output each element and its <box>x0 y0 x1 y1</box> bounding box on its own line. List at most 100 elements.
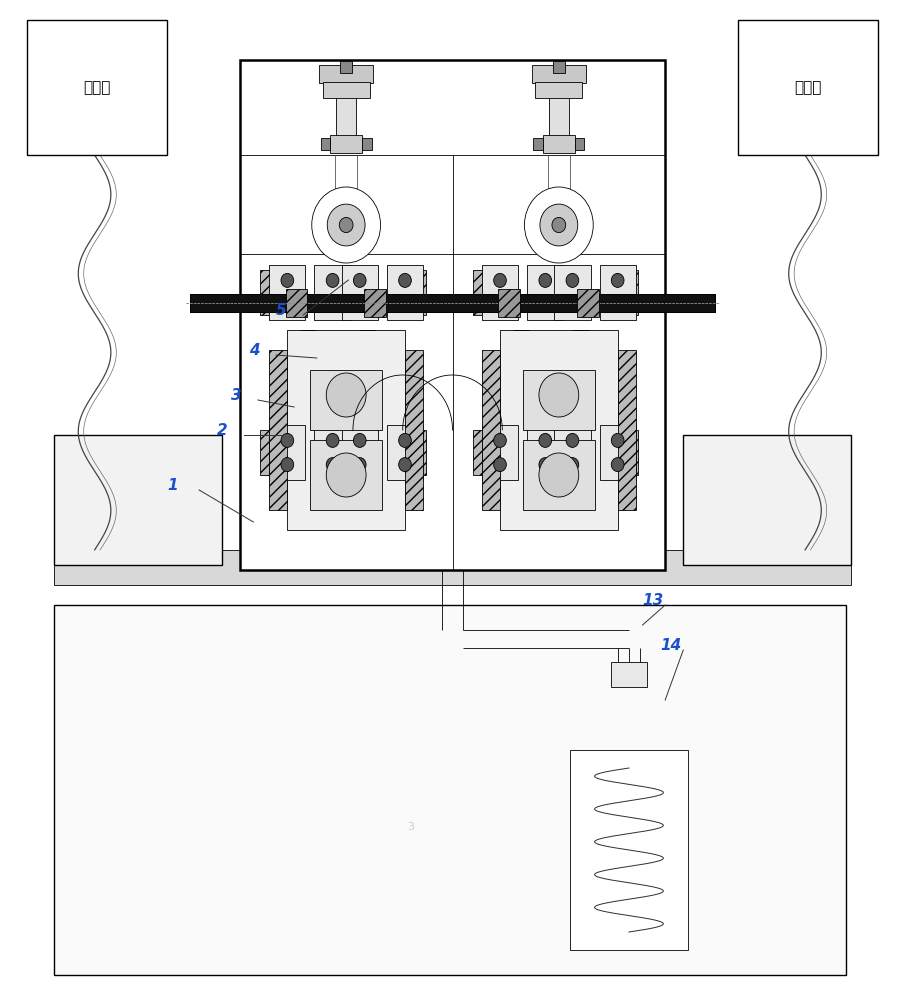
Text: 变频器: 变频器 <box>794 80 822 95</box>
Bar <box>261 430 286 475</box>
Text: 1: 1 <box>167 478 178 493</box>
Bar <box>387 265 423 320</box>
Circle shape <box>552 217 566 233</box>
Circle shape <box>328 204 365 246</box>
Bar <box>614 430 639 475</box>
Bar <box>261 270 286 315</box>
Circle shape <box>494 273 507 287</box>
Circle shape <box>611 273 624 287</box>
Circle shape <box>281 433 293 447</box>
Circle shape <box>611 433 624 447</box>
Circle shape <box>566 433 579 447</box>
Bar <box>599 425 635 480</box>
Bar <box>364 289 386 317</box>
Bar <box>321 138 330 150</box>
Circle shape <box>611 298 624 312</box>
Bar <box>527 425 563 480</box>
Bar <box>310 370 383 430</box>
Bar <box>240 60 665 570</box>
Circle shape <box>339 217 353 233</box>
Circle shape <box>281 458 293 472</box>
Bar <box>270 350 288 510</box>
Bar <box>576 138 585 150</box>
Bar <box>27 20 167 155</box>
Bar <box>190 294 715 312</box>
Circle shape <box>326 373 366 417</box>
Bar <box>527 265 563 320</box>
Bar <box>330 135 362 153</box>
Circle shape <box>354 298 366 312</box>
Circle shape <box>566 458 579 472</box>
Bar <box>738 20 878 155</box>
Bar <box>190 294 715 312</box>
Text: 3: 3 <box>231 388 242 403</box>
Bar <box>362 138 372 150</box>
Text: 2: 2 <box>217 423 228 438</box>
Text: 4: 4 <box>249 343 260 358</box>
Circle shape <box>399 273 411 287</box>
Text: 变频器: 变频器 <box>83 80 111 95</box>
Bar <box>614 270 639 315</box>
Circle shape <box>399 298 411 312</box>
Bar <box>481 265 518 320</box>
Circle shape <box>354 433 366 447</box>
Text: 5: 5 <box>276 303 287 318</box>
Bar <box>400 430 426 475</box>
Bar <box>531 65 586 83</box>
Bar <box>548 85 568 150</box>
Bar <box>522 440 595 510</box>
Bar <box>319 65 374 83</box>
Bar <box>286 289 308 317</box>
Circle shape <box>538 458 552 472</box>
Bar <box>54 605 846 975</box>
Text: 3: 3 <box>407 822 414 832</box>
Circle shape <box>399 433 411 447</box>
Text: 13: 13 <box>643 593 663 608</box>
Bar <box>323 82 370 98</box>
Circle shape <box>494 433 507 447</box>
Circle shape <box>281 298 293 312</box>
Circle shape <box>326 453 366 497</box>
Bar <box>337 85 357 150</box>
Bar <box>570 750 688 950</box>
Bar <box>315 265 350 320</box>
Circle shape <box>281 273 293 287</box>
Bar <box>552 61 565 73</box>
Circle shape <box>327 298 338 312</box>
Bar <box>472 270 498 315</box>
Circle shape <box>538 373 578 417</box>
Bar <box>342 265 378 320</box>
Circle shape <box>538 433 552 447</box>
Bar <box>54 435 222 565</box>
Circle shape <box>538 273 552 287</box>
Bar <box>683 435 851 565</box>
Circle shape <box>524 187 593 263</box>
Bar <box>617 350 635 510</box>
Bar <box>577 289 599 317</box>
Bar <box>270 425 305 480</box>
Circle shape <box>327 458 338 472</box>
Circle shape <box>540 204 577 246</box>
Circle shape <box>494 298 507 312</box>
Bar <box>500 330 617 530</box>
Bar <box>522 370 595 430</box>
Circle shape <box>611 458 624 472</box>
Bar <box>288 330 405 530</box>
Circle shape <box>494 458 507 472</box>
Text: 14: 14 <box>661 638 681 653</box>
Circle shape <box>327 433 338 447</box>
Bar <box>270 265 305 320</box>
Bar <box>387 425 423 480</box>
Circle shape <box>354 273 366 287</box>
Bar <box>342 425 378 480</box>
Circle shape <box>538 453 578 497</box>
Bar <box>315 425 350 480</box>
Bar <box>405 350 424 510</box>
Bar <box>400 270 426 315</box>
Circle shape <box>327 273 338 287</box>
Circle shape <box>538 298 552 312</box>
Bar <box>554 265 590 320</box>
Bar <box>481 425 518 480</box>
Bar <box>554 425 590 480</box>
Bar <box>543 135 575 153</box>
